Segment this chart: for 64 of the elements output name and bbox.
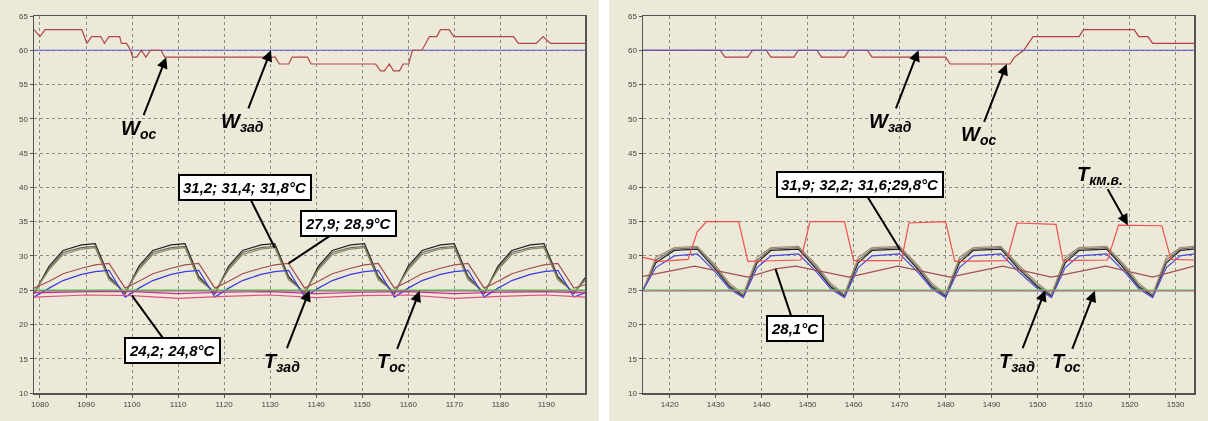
text: T$_{ос}$ bbox=[377, 350, 406, 376]
y-tick-label: 55 bbox=[18, 80, 29, 90]
x-tick-label: 1450 bbox=[798, 400, 818, 410]
x-tick-label: 1440 bbox=[752, 400, 772, 410]
y-tick-label: 15 bbox=[18, 354, 29, 364]
x-tick-label: 1100 bbox=[123, 400, 142, 410]
text: W$_{ос}$ bbox=[121, 117, 157, 143]
y-tick-label: 10 bbox=[627, 388, 638, 398]
x-tick-label: 1420 bbox=[660, 400, 680, 410]
y-tick-label: 40 bbox=[627, 183, 638, 193]
series-label: T$_{км.в.}$ bbox=[1077, 163, 1123, 189]
x-tick-label: 1170 bbox=[445, 400, 464, 410]
text: W$_{ос}$ bbox=[961, 123, 997, 149]
x-tick-label: 1430 bbox=[706, 400, 726, 410]
x-tick-label: 1140 bbox=[307, 400, 326, 410]
y-tick-label: 20 bbox=[627, 320, 638, 330]
y-tick-label: 50 bbox=[627, 114, 638, 124]
x-tick-label: 1110 bbox=[169, 400, 187, 410]
line-series bbox=[34, 29, 585, 72]
y-tick-label: 25 bbox=[627, 285, 638, 295]
x-tick-label: 1500 bbox=[1028, 400, 1048, 410]
text: T$_{зад}$ bbox=[999, 350, 1036, 376]
y-tick-label: 60 bbox=[18, 46, 29, 56]
y-tick-label: 45 bbox=[18, 148, 29, 158]
x-tick-label: 1530 bbox=[1166, 400, 1186, 410]
annotation: 31,9; 32,2; 31,6;29,8°C bbox=[781, 176, 940, 193]
x-tick-label: 1470 bbox=[890, 400, 910, 410]
y-tick-label: 45 bbox=[627, 148, 638, 158]
y-tick-label: 50 bbox=[18, 114, 29, 124]
x-tick-label: 1480 bbox=[936, 400, 956, 410]
x-tick-label: 1080 bbox=[31, 400, 50, 410]
y-tick-label: 35 bbox=[18, 217, 29, 227]
y-tick-label: 10 bbox=[18, 388, 29, 398]
annotation: 31,2; 31,4; 31,8°C bbox=[183, 179, 307, 196]
text: W$_{зад}$ bbox=[221, 110, 264, 136]
y-tick-label: 15 bbox=[627, 354, 638, 364]
y-tick-label: 35 bbox=[627, 217, 638, 227]
x-tick-label: 1520 bbox=[1120, 400, 1140, 410]
text: W$_{зад}$ bbox=[869, 110, 912, 136]
y-tick-label: 65 bbox=[18, 11, 29, 21]
x-tick-label: 1180 bbox=[491, 400, 510, 410]
y-tick-label: 65 bbox=[627, 11, 638, 21]
x-tick-label: 1160 bbox=[399, 400, 418, 410]
annotation: 24,2; 24,8°C bbox=[129, 342, 216, 359]
text: T$_{ос}$ bbox=[1052, 350, 1081, 376]
annotation: 27,9; 28,9°C bbox=[305, 215, 392, 232]
y-tick-label: 55 bbox=[627, 80, 638, 90]
annotation: 28,1°C bbox=[771, 320, 820, 337]
x-tick-label: 1090 bbox=[77, 400, 96, 410]
x-tick-label: 1120 bbox=[215, 400, 234, 410]
line-series bbox=[643, 265, 1194, 278]
x-tick-label: 1190 bbox=[537, 400, 556, 410]
text: T$_{зад}$ bbox=[264, 350, 301, 376]
y-tick-label: 30 bbox=[18, 251, 29, 261]
x-tick-label: 1150 bbox=[353, 400, 372, 410]
y-tick-label: 60 bbox=[627, 46, 638, 56]
y-tick-label: 30 bbox=[627, 251, 638, 261]
y-tick-label: 40 bbox=[18, 183, 29, 193]
x-tick-label: 1130 bbox=[261, 400, 280, 410]
y-tick-label: 20 bbox=[18, 320, 29, 330]
x-tick-label: 1460 bbox=[844, 400, 864, 410]
x-tick-label: 1490 bbox=[982, 400, 1002, 410]
y-tick-label: 25 bbox=[18, 285, 29, 295]
x-tick-label: 1510 bbox=[1074, 400, 1094, 410]
